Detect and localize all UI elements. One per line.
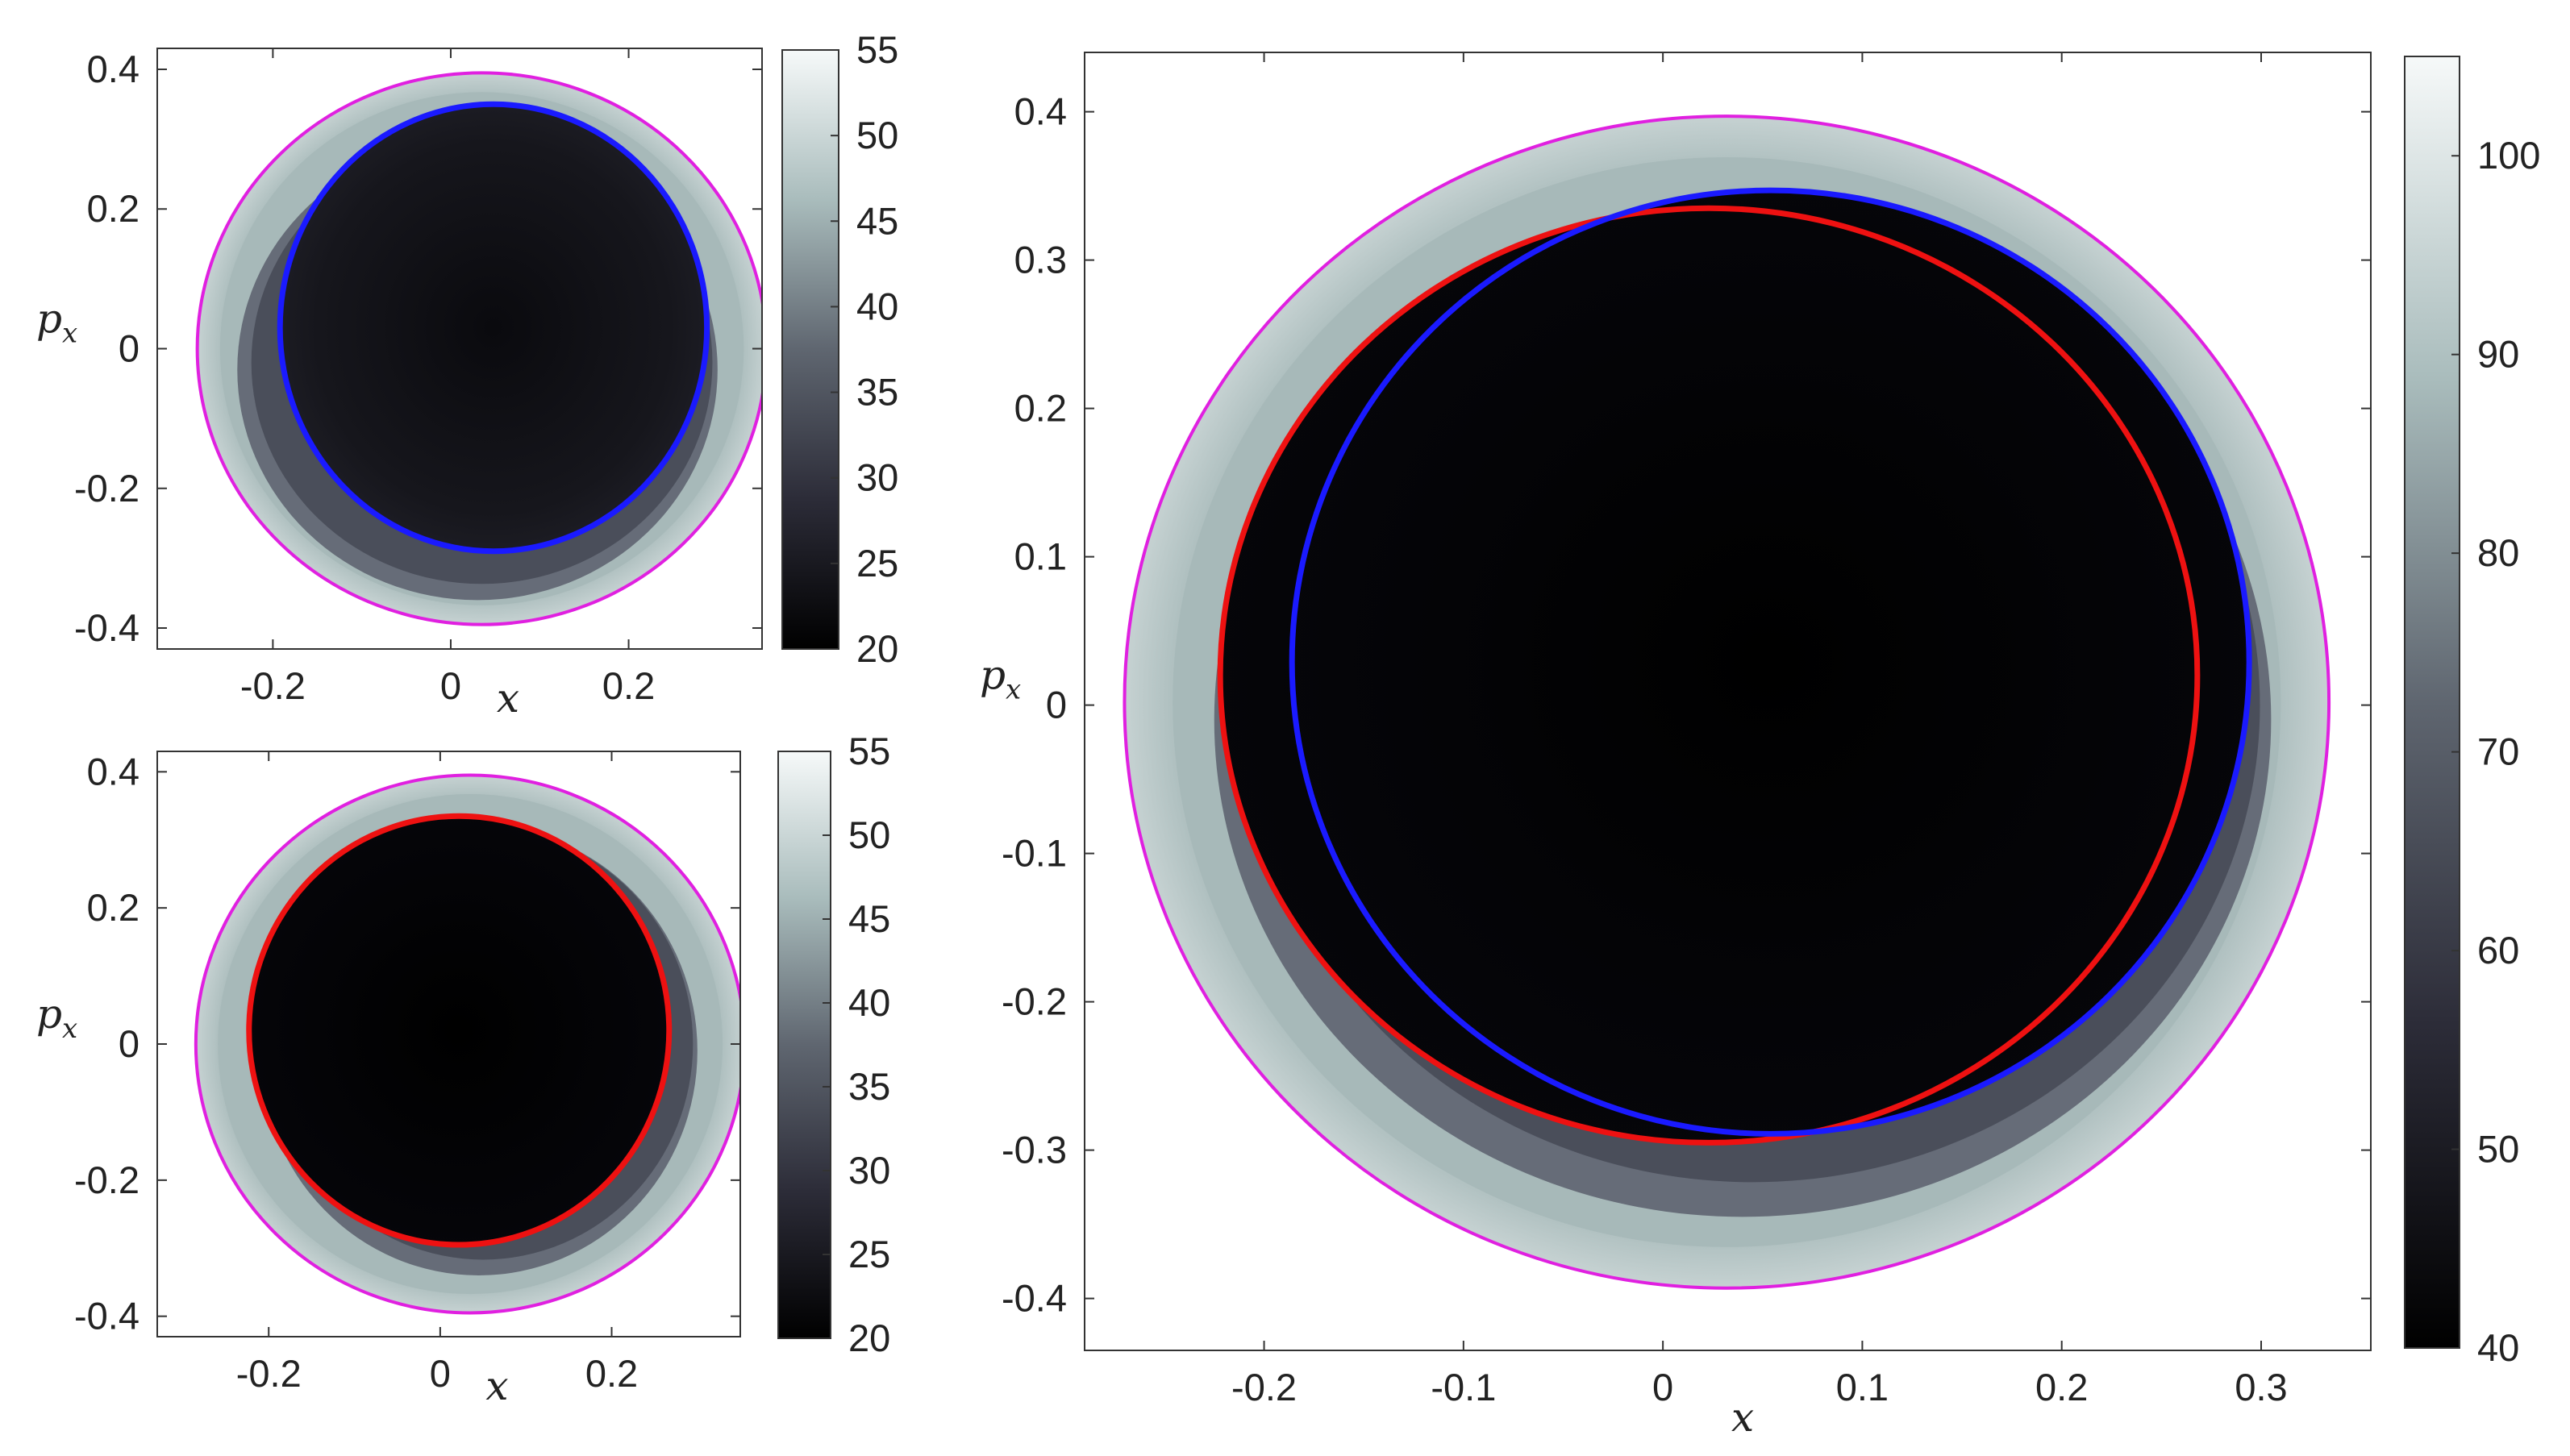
x-axis-label: x — [485, 1362, 508, 1409]
y-tick-label: -0.4 — [1002, 1277, 1067, 1320]
colorbar-tick-label: 50 — [2477, 1128, 2519, 1171]
y-axis-label-subscript: x — [1006, 674, 1021, 706]
y-tick-label: -0.2 — [74, 1159, 140, 1201]
colorbar-tick-label: 40 — [848, 981, 890, 1024]
y-axis-label: px — [36, 991, 77, 1045]
x-tick-label: -0.2 — [236, 1352, 302, 1395]
colorbar-tick-label: 35 — [848, 1065, 890, 1108]
y-tick-label: 0.1 — [1014, 535, 1067, 578]
contour-red — [1217, 205, 2201, 1146]
colorbar-tick-label: 40 — [856, 285, 898, 327]
colorbar-tick-label: 45 — [856, 199, 898, 242]
x-tick-label: -0.2 — [1231, 1366, 1297, 1408]
plot-area — [157, 751, 740, 1337]
colorbar-tick-label: 20 — [848, 1317, 890, 1359]
y-axis-label-subscript: x — [62, 1013, 77, 1045]
x-tick-label: 0 — [430, 1352, 451, 1395]
panel-bottom-left: -0.2 0 0.20.40.20-0.2-0.4xpx55504540353025… — [36, 730, 890, 1409]
x-axis-label: x — [1731, 1394, 1754, 1441]
y-tick-label: -0.2 — [74, 467, 140, 510]
y-tick-label: 0 — [1046, 684, 1067, 726]
y-tick-label: -0.4 — [74, 606, 140, 649]
x-tick-label: 0.2 — [585, 1352, 638, 1395]
colorbar — [777, 751, 831, 1339]
contour-outer — [194, 773, 740, 1315]
y-axis-label-base: p — [980, 652, 1006, 699]
colorbar-tick-label: 55 — [848, 730, 890, 772]
y-axis-label: px — [36, 296, 77, 350]
density-core-blue — [1292, 190, 2250, 1134]
colorbar-tick-label: 30 — [856, 456, 898, 499]
colorbar-tick-label: 50 — [856, 114, 898, 156]
y-tick-label: -0.1 — [1002, 832, 1067, 875]
x-tick-label: 0.2 — [2035, 1366, 2088, 1408]
y-tick-label: 0 — [119, 327, 140, 370]
y-tick-label: 0.2 — [87, 886, 140, 929]
contour-outer — [195, 71, 762, 626]
colorbar-tick-label: 90 — [2477, 333, 2519, 376]
colorbar-tick-label: 45 — [848, 897, 890, 940]
colorbar-tick-label: 20 — [856, 627, 898, 670]
x-axis-label: x — [497, 675, 519, 722]
plot-area — [157, 48, 762, 649]
x-tick-label: 0 — [1652, 1366, 1673, 1408]
y-tick-label: 0.3 — [1014, 239, 1067, 281]
y-axis-label-base: p — [36, 991, 62, 1038]
y-tick-label: -0.2 — [1002, 980, 1067, 1023]
colorbar-tick-label: 25 — [856, 542, 898, 584]
panel-right: -0.2 -0.1 0 0.1 0.2 0.3 0.4 0.3 0.2 0.1 0 -0.1 -0.2 -… — [980, 52, 2540, 1441]
y-axis-label-subscript: x — [62, 318, 77, 350]
y-tick-label: 0 — [119, 1022, 140, 1065]
plot-area — [1085, 52, 2371, 1350]
colorbar-tick-label: 40 — [2477, 1326, 2519, 1369]
y-axis-label: px — [980, 652, 1021, 706]
colorbar-tick-label: 100 — [2477, 134, 2540, 177]
colorbar-tick-label: 60 — [2477, 929, 2519, 971]
contour-outer — [1123, 114, 2331, 1290]
density-core-red — [248, 816, 669, 1246]
y-tick-label: 0.4 — [87, 750, 140, 792]
y-tick-label: 0.4 — [1014, 90, 1067, 133]
colorbar-tick-label: 35 — [856, 371, 898, 414]
contour-blue — [277, 101, 710, 555]
contour-blue — [1289, 187, 2252, 1137]
y-tick-label: 0.2 — [1014, 387, 1067, 430]
colorbar — [781, 49, 839, 650]
colorbar-tick-label: 50 — [848, 813, 890, 856]
y-tick-label: 0.2 — [87, 187, 140, 230]
colorbar-tick-label: 55 — [856, 28, 898, 71]
density-core-blue — [280, 104, 707, 551]
colorbar-tick-label: 30 — [848, 1149, 890, 1192]
colorbar — [2404, 56, 2460, 1349]
y-tick-label: 0.4 — [87, 48, 140, 90]
axes-box — [1084, 52, 2372, 1351]
contour-red — [246, 813, 673, 1248]
x-tick-label: -0.1 — [1431, 1366, 1496, 1408]
y-tick-label: -0.4 — [74, 1295, 140, 1337]
x-tick-label: 0.3 — [2235, 1366, 2287, 1408]
panel-top-left: -0.2 0 0.20.40.20-0.2-0.4xpx55504540353025… — [36, 28, 898, 722]
x-tick-label: 0.1 — [1836, 1366, 1889, 1408]
x-tick-label: -0.2 — [240, 664, 306, 707]
colorbar-tick-label: 70 — [2477, 730, 2519, 773]
x-tick-label: 0.2 — [602, 664, 655, 707]
colorbar-tick-label: 80 — [2477, 531, 2519, 574]
colorbar-tick-label: 25 — [848, 1233, 890, 1275]
y-tick-label: -0.3 — [1002, 1129, 1067, 1171]
x-tick-label: 0 — [440, 664, 461, 707]
y-axis-label-base: p — [36, 296, 62, 343]
